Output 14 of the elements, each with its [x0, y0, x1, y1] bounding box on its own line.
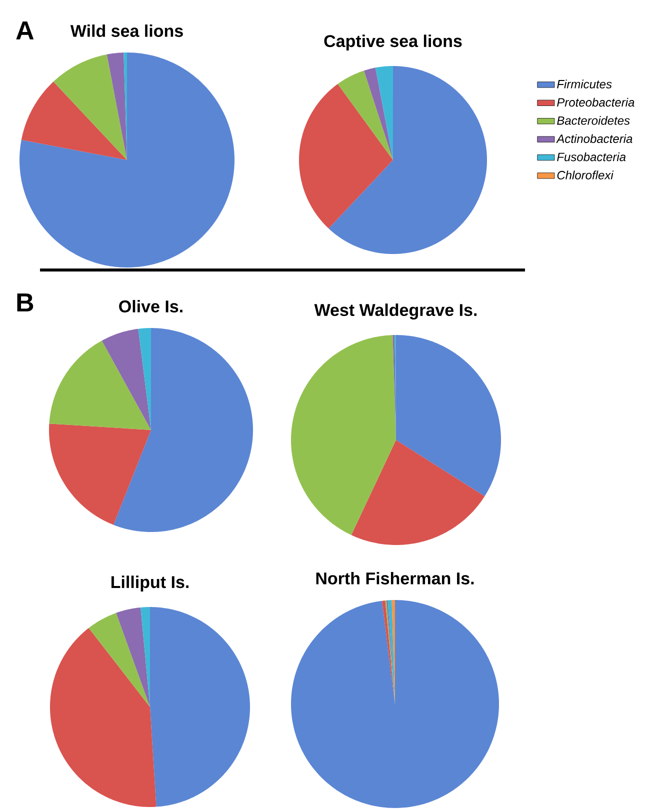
chart-title: Lilliput Is. — [111, 576, 189, 592]
text: B — [17, 294, 34, 312]
chart-title: Captive sea lions — [324, 34, 462, 50]
legend-label: Bacteroidetes — [557, 116, 630, 125]
legend-label: Firmicutes — [557, 80, 612, 88]
legend-label: Fusobacteria — [557, 152, 626, 162]
chart-title: Wild sea lions — [70, 24, 183, 37]
legend-label: Proteobacteria — [557, 98, 634, 107]
text: A — [16, 22, 34, 40]
chart-title: North Fisherman Is. — [316, 572, 474, 584]
legend-label: Actinobacteria — [556, 134, 632, 144]
legend-label: Chloroflexi — [557, 170, 614, 180]
chart-title: West Waldegrave Is. — [314, 304, 477, 320]
chart-title: Olive Is. — [119, 300, 182, 312]
